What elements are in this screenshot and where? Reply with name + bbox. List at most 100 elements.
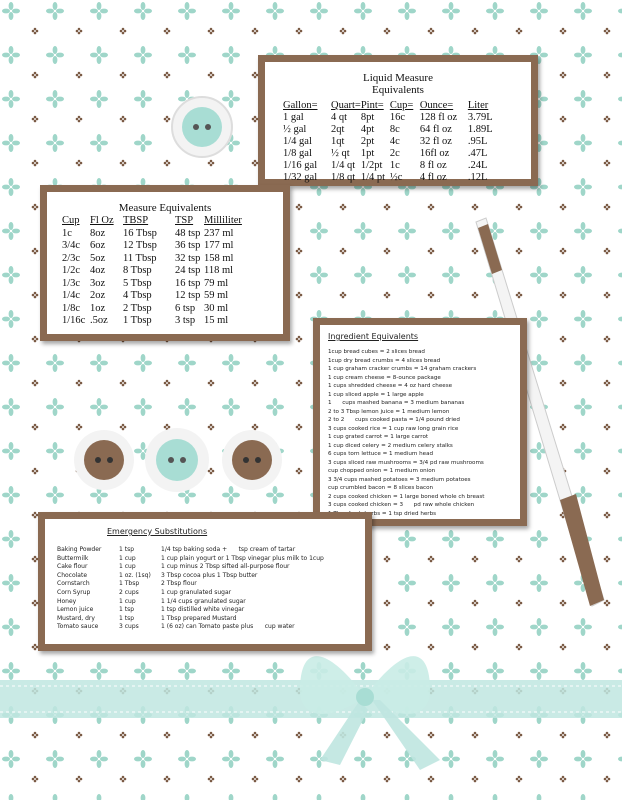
cell: 59 ml: [204, 290, 229, 301]
cell: 1 tsp: [119, 606, 135, 614]
cell: 4 fl oz: [419, 172, 447, 183]
ingredient-line: 3 cups cooked chicken = 3 pd raw whole c…: [328, 502, 475, 508]
ingredient-line: 1cup bread cubes = 2 slices bread: [328, 349, 425, 355]
row: 1/32 gal 1/8 qt 1/4 pt ½c 4 fl oz .12L: [283, 172, 508, 184]
row: Cake flour 1 cup 1 cup minus 2 Tbsp sifted…: [57, 563, 361, 572]
cell: Cake flour: [57, 563, 88, 571]
cell: Tomato sauce: [57, 623, 99, 631]
cell: 1pt: [360, 148, 375, 159]
cell: 3 cups: [119, 623, 139, 631]
row: 3/4c 6oz 12 Tbsp 36 tsp 177 ml: [62, 240, 254, 253]
cell: ½ qt: [331, 148, 350, 159]
cell: 3.79L: [467, 112, 493, 123]
header-row: Cup Fl Oz TBSP TSP Milliliter: [62, 215, 254, 228]
buttons: [74, 96, 282, 492]
cell: 128 fl oz: [419, 112, 458, 123]
ingredient-card: Ingredient Equivalents 1cup bread cubes …: [313, 318, 527, 526]
cell: 1/4 gal: [283, 136, 312, 147]
cell: ½c: [389, 172, 403, 183]
table: Baking Powder 1 tsp 1/4 tsp baking soda + …: [57, 546, 361, 632]
cell: 118 ml: [204, 265, 234, 276]
ingredient-line: cup crumbled bacon = 8 slices bacon: [328, 485, 434, 491]
cell: 3/4c: [62, 240, 81, 251]
emergency-title: Emergency Substitutions: [107, 527, 208, 536]
cell: 1/4 pt: [360, 172, 386, 183]
cell: 2oz: [90, 290, 106, 301]
ingredient-line: 2 to 3 Tbsp lemon juice = 1 medium lemon: [328, 408, 450, 415]
cell: 1/4 qt: [331, 160, 356, 171]
cell: 16 tsp: [175, 277, 201, 289]
cell: 2/3c: [62, 252, 81, 264]
ingredient-title: Ingredient Equivalents: [328, 332, 419, 341]
cell: 1oz: [90, 302, 106, 314]
header-cell: Cup: [62, 215, 80, 226]
ingredient-line: 6 cups torn lettuce = 1 medium head: [328, 451, 434, 457]
ingredient-line: 2 to 2 cups cooked pasta = 1/4 pound dri…: [328, 417, 460, 423]
ingredient-line: 1 cup diced celery = 2 medium celery sta…: [328, 442, 453, 449]
cell: Buttermilk: [57, 554, 89, 562]
cell: 1 cup plain yogurt or 1 Tbsp vinegar plu…: [161, 554, 324, 562]
cell: Corn Syrup: [57, 588, 91, 596]
row: Buttermilk 1 cup 1 cup plain yogurt or 1 T…: [57, 555, 361, 564]
cell: 1.89L: [467, 124, 493, 135]
cell: 3 Tbsp cocoa plus 1 Tbsp butter: [161, 571, 258, 579]
cell: 1 cup: [119, 597, 136, 605]
row: 1/8 gal ½ qt 1pt 2c 16fl oz .47L: [283, 148, 508, 160]
row: 1/4c 2oz 4 Tbsp 12 tsp 59 ml: [62, 290, 254, 303]
cell: 4pt: [360, 124, 375, 135]
ingredient-line: 1 cup cream cheese = 8-ounce package: [328, 374, 441, 381]
pen: [475, 217, 605, 607]
ingredient-line: 2 cups cooked chicken = 1 large boned wh…: [328, 493, 485, 500]
cell: 2 cups: [119, 588, 139, 596]
cell: 30 ml: [204, 302, 229, 314]
cell: Chocolate: [57, 571, 88, 579]
emergency-card: Emergency Substitutions Baking Powder 1 t…: [38, 512, 372, 651]
row: Lemon juice 1 tsp 1 tsp distilled white vi…: [57, 606, 361, 615]
cell: 1qt: [331, 136, 345, 147]
cell: 1/8c: [62, 302, 81, 314]
measure-card: Measure Equivalents Cup Fl Oz TBSP TSP Milli…: [40, 185, 290, 341]
cell: 2 Tbsp flour: [161, 580, 197, 588]
ingredient-line: 1 cup graham cracker crumbs = 14 graham …: [328, 366, 477, 372]
row: Corn Syrup 2 cups 1 cup granulated sugar: [57, 589, 361, 598]
cell: 2 Tbsp: [123, 302, 152, 314]
cell: 15 ml: [204, 315, 229, 326]
cell: 1c: [389, 160, 400, 171]
cell: 4 Tbsp: [123, 290, 152, 301]
cell: .24L: [467, 160, 488, 171]
header-cell: Fl Oz: [90, 215, 114, 226]
row: ½ gal 2qt 4pt 8c 64 fl oz 1.89L: [283, 124, 508, 136]
header-cell: TBSP: [123, 215, 149, 226]
cell: 1/16 gal: [283, 160, 318, 171]
header-row: Gallon= Quart= Pint= Cup= Ounce= Liter: [283, 100, 508, 112]
row: Baking Powder 1 tsp 1/4 tsp baking soda + …: [57, 546, 361, 555]
ingredient-line: 1 cups shredded cheese = 4 oz hard chees…: [328, 383, 453, 389]
cell: 12 tsp: [175, 290, 201, 301]
header-cell: Gallon=: [283, 100, 318, 111]
ingredient-line: 1 cup grated carrot = 1 large carrot: [328, 434, 429, 440]
cell: 2pt: [360, 136, 375, 147]
table: Cup Fl Oz TBSP TSP Milliliter 1c 8oz 16 Tbsp 48 …: [62, 215, 254, 328]
cell: 1/4c: [62, 290, 81, 301]
emergency-panel: Emergency Substitutions Baking Powder 1 t…: [45, 519, 365, 644]
cell: 237 ml: [204, 227, 234, 239]
cell: Cornstarch: [57, 580, 90, 588]
cell: 3oz: [90, 277, 106, 289]
ingredient-panel: Ingredient Equivalents 1cup bread cubes …: [320, 325, 520, 519]
cell: 5 Tbsp: [123, 277, 152, 289]
ingredient-line: 1 cups mashed banana = 3 medium bananas: [328, 400, 465, 406]
cell: 1 1/4 cups granulated sugar: [161, 597, 246, 605]
cell: 1c: [62, 227, 72, 239]
cell: 36 tsp: [175, 240, 201, 251]
cell: 1 gal: [283, 112, 304, 123]
ingredient-line: 3 3/4 cups mashed potatoes = 3 medium po…: [328, 476, 471, 483]
cell: ½ gal: [283, 124, 307, 135]
header-cell: Pint=: [360, 100, 384, 111]
liquid-card: Liquid Measure Equivalents Gallon= Quart=…: [258, 55, 538, 186]
row: Mustard, dry 1 tsp 1 Tbsp prepared Mustard: [57, 615, 361, 624]
row: 2/3c 5oz 11 Tbsp 32 tsp 158 ml: [62, 253, 254, 266]
ingredient-line: 1 cup sliced apple = 1 large apple: [328, 391, 424, 398]
cell: 4 qt: [331, 112, 348, 123]
ribbon: [0, 656, 622, 770]
